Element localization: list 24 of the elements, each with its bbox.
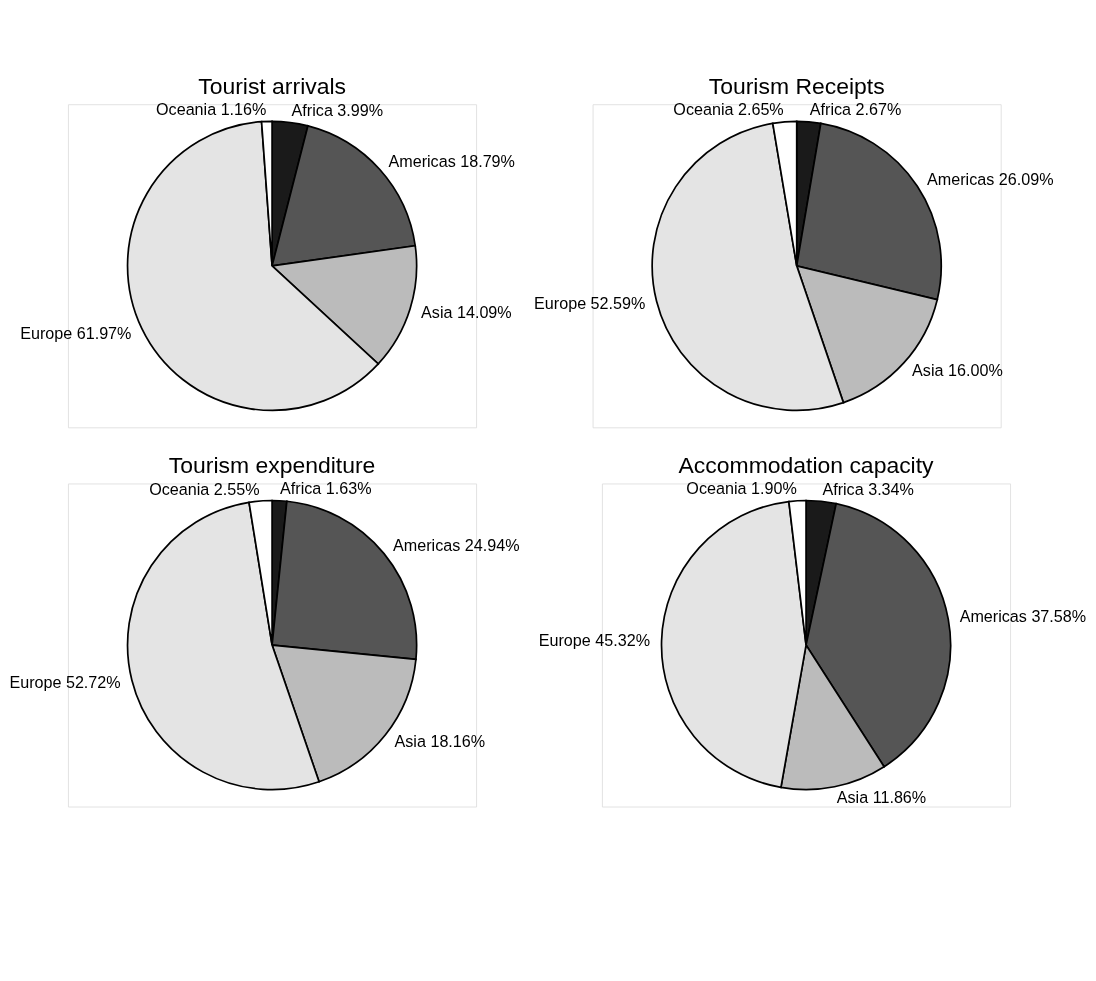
slice-label: Oceania 1.16%	[156, 99, 267, 118]
chart-title: Tourism expenditure	[168, 452, 376, 478]
slice-label: Asia 18.16%	[394, 732, 486, 751]
chart-title: Accommodation capacity	[678, 452, 935, 479]
slice-label: Africa 2.67%	[809, 100, 902, 119]
chart-title: Tourism Receipts	[708, 73, 885, 100]
slice-label: Oceania 2.65%	[673, 100, 784, 119]
slice-label: Asia 14.09%	[421, 302, 512, 321]
slice-label: Americas 18.79%	[388, 151, 515, 170]
slice-label: Europe 52.59%	[534, 294, 646, 313]
slice-label: Europe 45.32%	[538, 630, 651, 649]
slice-label: Europe 52.72%	[9, 673, 121, 692]
slice-label: Africa 1.63%	[280, 479, 372, 498]
slice-label: Africa 3.99%	[291, 101, 384, 120]
slice-label: Oceania 1.90%	[686, 479, 797, 498]
slice-label: Asia 16.00%	[912, 361, 1003, 380]
chart-title: Tourist arrivals	[198, 72, 347, 99]
slice-label: Europe 61.97%	[20, 323, 132, 342]
slice-label: Americas 24.94%	[392, 536, 520, 555]
slice-label: Americas 26.09%	[926, 169, 1054, 188]
slice-label: Oceania 2.55%	[149, 479, 260, 498]
slice-label: Asia 11.86%	[836, 788, 927, 807]
slice-label: Americas 37.58%	[959, 607, 1087, 626]
slice-label: Africa 3.34%	[822, 479, 914, 498]
